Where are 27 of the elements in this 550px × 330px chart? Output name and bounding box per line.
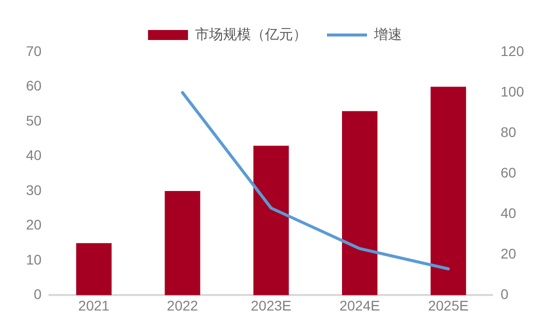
bar <box>164 190 200 296</box>
x-tick-label: 2024E <box>339 297 380 314</box>
y2-tick-label: 120 <box>500 42 524 59</box>
bar <box>342 111 378 296</box>
y2-tick-label: 20 <box>500 246 516 262</box>
y2-tick-label: 0 <box>500 286 509 302</box>
y2-tick-label: 60 <box>500 164 516 180</box>
y-tick-label: 0 <box>34 286 42 302</box>
y2-tick-label: 100 <box>500 83 524 100</box>
x-tick-label: 2022 <box>166 297 198 314</box>
bar <box>253 146 289 296</box>
y-tick-label: 10 <box>26 251 42 268</box>
legend-label: 市场规模（亿元） <box>195 26 307 42</box>
y2-tick-label: 80 <box>500 124 516 140</box>
y-tick-label: 70 <box>26 42 42 59</box>
x-tick-label: 2025E <box>428 297 469 314</box>
x-tick-label: 2021 <box>78 297 110 314</box>
y-tick-label: 20 <box>26 216 42 233</box>
y2-tick-label: 40 <box>500 204 516 221</box>
y-tick-label: 50 <box>26 112 42 128</box>
legend-label: 增速 <box>373 26 402 42</box>
y-tick-label: 30 <box>26 182 42 198</box>
y-tick-label: 40 <box>26 147 42 164</box>
y-tick-label: 60 <box>26 78 42 94</box>
bar <box>76 243 112 296</box>
bar <box>430 86 466 296</box>
x-tick-label: 2023E <box>250 297 292 314</box>
